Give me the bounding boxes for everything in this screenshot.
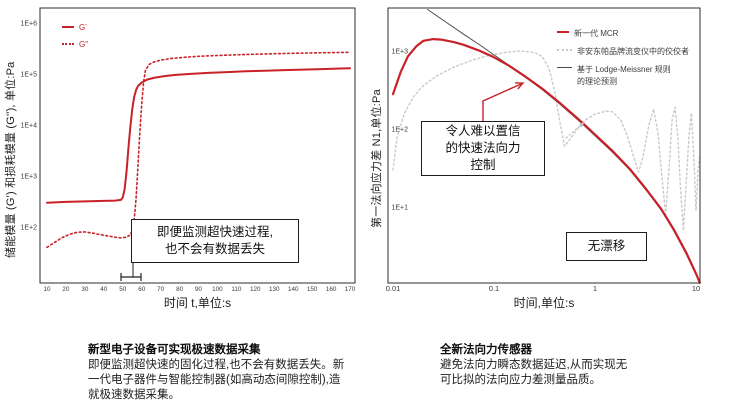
- legend-label-mcr: 新一代 MCR: [574, 29, 619, 38]
- right-caption: 全新法向力传感器 避免法向力瞬态数据延迟,从而实现无可比拟的法向应力差测量品质。: [440, 341, 638, 388]
- g-prime-curve: [46, 67, 351, 204]
- duration-bracket: [120, 273, 142, 281]
- plot-frame: [387, 7, 701, 284]
- legend-label-g-prime: G': [79, 23, 87, 32]
- drift-arrow: [565, 125, 581, 139]
- right-x-axis-label: 时间,单位:s: [513, 296, 575, 310]
- x-tick-label: 10: [43, 286, 51, 293]
- x-tick-label: 160: [326, 286, 337, 293]
- x-tick-label: 50: [119, 286, 127, 293]
- g-double-prime-line-sample: [62, 43, 74, 45]
- x-tick-label: 90: [195, 286, 203, 293]
- x-tick-label: 1: [593, 284, 597, 293]
- no-data-loss-callout: 即便监测超快速过程, 也不会有数据丢失: [131, 219, 299, 263]
- right-legend: 新一代 MCR 非安东帕品牌流变仪中的佼佼者 基于 Lodge-Meissner…: [557, 28, 689, 94]
- legend-item-g-double-prime: G'': [62, 40, 88, 49]
- x-tick-label: 70: [157, 286, 165, 293]
- x-tick-label: 140: [288, 286, 299, 293]
- x-tick-label: 0.1: [489, 284, 499, 293]
- left-y-axis-label: 储能模量 (G') 和损耗模量 (G''), 单位:Pa: [5, 61, 17, 258]
- charts-canvas: 10 20 30 40 50 60 70 80 90 100 110 120 130 140 150 160 1…: [20, 7, 701, 293]
- legend-item-g-prime: G': [62, 23, 88, 32]
- left-x-axis-label: 时间 t,单位:s: [163, 296, 232, 310]
- right-caption-body: 避免法向力瞬态数据延迟,从而实现无可比拟的法向应力差测量品质。: [440, 359, 628, 387]
- x-tick-label: 10: [692, 284, 700, 293]
- left-legend: G' G'': [62, 23, 88, 57]
- no-drift-callout: 无漂移: [566, 232, 647, 261]
- x-tick-label: 110: [231, 286, 242, 293]
- x-tick-label: 30: [81, 286, 89, 293]
- g-double-prime-curve: [46, 51, 351, 249]
- y-tick-label: 1E+1: [392, 205, 409, 212]
- left-caption-title: 新型电子设备可实现极速数据采集: [88, 344, 261, 356]
- right-y-axis-label: 第一法向应力差 N1,单位:Pa: [371, 89, 383, 228]
- x-tick-label: 0.01: [386, 284, 401, 293]
- mcr-curve: [391, 37, 701, 284]
- legend-item-theory: 基于 Lodge-Meissner 规则 的理论预测: [557, 64, 689, 88]
- y-tick-label: 1E+3: [20, 174, 37, 181]
- x-tick-label: 170: [345, 286, 356, 293]
- left-caption: 新型电子设备可实现极速数据采集 即便监测超快速的固化过程,也不会有数据丢失。新一…: [88, 341, 350, 404]
- drift-arrowhead: [579, 121, 585, 128]
- y-tick-label: 1E+5: [20, 72, 37, 79]
- control-arrowhead: [514, 82, 525, 90]
- theory-line-sample: [557, 67, 572, 68]
- g-prime-line-sample: [62, 26, 74, 28]
- mcr-line-sample: [557, 31, 569, 33]
- legend-label-g-double-prime: G'': [79, 40, 89, 49]
- legend-item-competitor: 非安东帕品牌流变仪中的佼佼者: [557, 46, 689, 58]
- x-tick-label: 130: [269, 286, 280, 293]
- x-tick-label: 120: [250, 286, 261, 293]
- legend-label-theory: 基于 Lodge-Meissner 规则 的理论预测: [577, 65, 671, 86]
- y-tick-label: 1E+4: [20, 123, 37, 130]
- right-caption-title: 全新法向力传感器: [440, 344, 532, 356]
- plot-frame: [39, 7, 356, 284]
- legend-item-mcr: 新一代 MCR: [557, 28, 689, 40]
- y-tick-label: 1E+3: [392, 49, 409, 56]
- x-tick-label: 100: [212, 286, 223, 293]
- x-tick-label: 40: [100, 286, 108, 293]
- legend-label-competitor: 非安东帕品牌流变仪中的佼佼者: [577, 47, 689, 56]
- y-tick-label: 1E+2: [20, 225, 37, 232]
- y-tick-label: 1E+2: [392, 127, 409, 134]
- x-tick-label: 60: [138, 286, 146, 293]
- fast-normal-force-control-callout: 令人难以置信 的快速法向力 控制: [421, 121, 545, 176]
- x-tick-label: 20: [62, 286, 70, 293]
- y-tick-label: 1E+6: [20, 21, 37, 28]
- control-arrow: [482, 83, 522, 121]
- left-caption-body: 即便监测超快速的固化过程,也不会有数据丢失。新一代电子器件与智能控制器(如高动态…: [88, 359, 345, 402]
- x-tick-label: 80: [176, 286, 184, 293]
- competitor-line-sample: [557, 49, 572, 51]
- x-tick-label: 150: [307, 286, 318, 293]
